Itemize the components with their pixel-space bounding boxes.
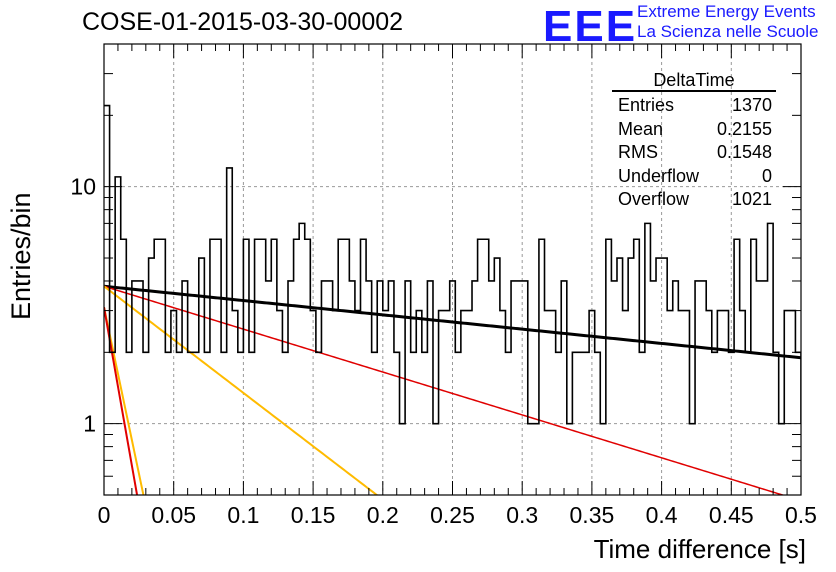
stats-label: Entries bbox=[618, 95, 675, 115]
stats-value: 1021 bbox=[731, 189, 772, 209]
stats-row-rms: RMS 0.1548 bbox=[612, 141, 776, 165]
stats-box: DeltaTime Entries 1370 Mean 0.2155 RMS 0… bbox=[612, 70, 776, 212]
stats-row-mean: Mean 0.2155 bbox=[612, 118, 776, 142]
x-tick-label: 0.25 bbox=[430, 502, 475, 528]
stats-label: Overflow bbox=[618, 189, 690, 209]
histogram-line bbox=[104, 104, 801, 425]
stats-value: 0.1548 bbox=[716, 142, 772, 162]
tick-labels: 0 0.05 0.1 0.15 0.2 0.25 0.3 0.35 0.4 0.45 0.5 1 10 bbox=[70, 174, 817, 528]
x-tick-label: 0.4 bbox=[646, 502, 678, 528]
fit-curve-3 bbox=[104, 307, 145, 495]
fit-curve-0 bbox=[104, 284, 801, 360]
x-axis-label: Time difference [s] bbox=[593, 534, 806, 564]
stats-label: RMS bbox=[618, 142, 658, 162]
x-tick-label: 0.15 bbox=[291, 502, 336, 528]
y-tick-label: 10 bbox=[70, 174, 96, 200]
logo-tagline-2: La Scienza nelle Scuole bbox=[637, 22, 819, 41]
x-tick-label: 0.45 bbox=[709, 502, 754, 528]
y-axis-label: Entries/bin bbox=[6, 192, 36, 320]
y-tick-label: 1 bbox=[83, 411, 96, 437]
logo-tagline-1: Extreme Energy Events bbox=[637, 2, 816, 21]
x-tick-label: 0.2 bbox=[367, 502, 399, 528]
stats-label: Mean bbox=[618, 118, 664, 139]
stats-row-underflow: Underflow 0 bbox=[612, 165, 776, 189]
x-tick-label: 0.05 bbox=[151, 502, 196, 528]
plot-title: COSE-01-2015-03-30-00002 bbox=[82, 8, 404, 36]
x-tick-label: 0 bbox=[98, 502, 111, 528]
grid-lines bbox=[104, 44, 801, 495]
stats-row-entries: Entries 1370 bbox=[612, 94, 776, 118]
stats-value: 0.2155 bbox=[716, 118, 772, 139]
fit-curve-1 bbox=[104, 285, 786, 495]
x-tick-label: 0.3 bbox=[506, 502, 538, 528]
axis-ticks bbox=[103, 43, 802, 496]
stats-title: DeltaTime bbox=[612, 70, 776, 92]
x-tick-label: 0.1 bbox=[227, 502, 259, 528]
fit-curve-2 bbox=[104, 285, 379, 495]
stats-label: Underflow bbox=[618, 165, 700, 186]
x-tick-label: 0.35 bbox=[570, 502, 615, 528]
x-tick-label: 0.5 bbox=[785, 502, 817, 528]
histogram-series bbox=[104, 104, 801, 425]
stats-row-overflow: Overflow 1021 bbox=[612, 188, 776, 212]
stats-value: 1370 bbox=[731, 95, 772, 115]
stats-value: 0 bbox=[761, 165, 772, 186]
eee-logo: EEE bbox=[543, 2, 638, 51]
